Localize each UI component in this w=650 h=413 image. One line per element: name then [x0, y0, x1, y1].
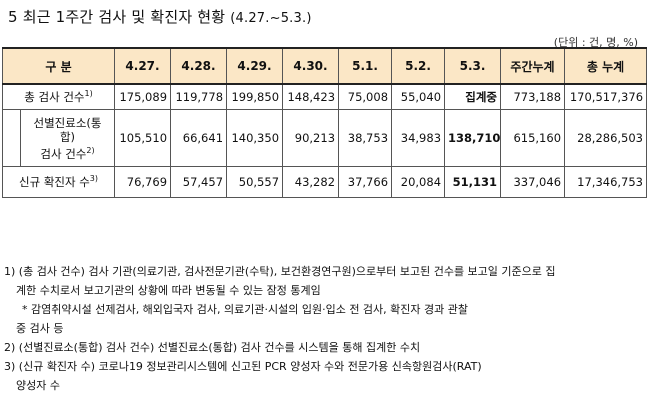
table-row: 선별진료소(통 합) 검사 건수2) 105,510 66,641 140,35…	[2, 109, 648, 167]
table-cell: 138,710	[444, 109, 502, 167]
table-cell: 55,040	[391, 83, 446, 110]
table-cell: 175,089	[114, 83, 172, 110]
table-cell: 90,213	[282, 109, 340, 167]
table-cell: 34,983	[391, 109, 446, 167]
header-col: 5.1.	[338, 47, 393, 85]
footnote-2: 2) (선별진료소(통합) 검사 건수) 선별진료소(통합) 검사 건수를 시스…	[4, 341, 421, 354]
table-cell: 119,778	[170, 83, 228, 110]
indent-cell	[2, 109, 21, 167]
table-cell: 105,510	[114, 109, 172, 167]
stats-table: 구 분 4.27. 4.28. 4.29. 4.30. 5.1. 5.2. 5.…	[1, 47, 648, 198]
table-row: 신규 확진자 수3) 76,769 57,457 50,557 43,282 3…	[1, 166, 648, 198]
table-cell: 170,517,376	[564, 83, 648, 110]
table-cell: 37,766	[338, 166, 393, 198]
title-main: 5 최근 1주간 검사 및 확진자 현황	[8, 8, 226, 26]
table-cell: 20,084	[391, 166, 446, 198]
header-row: 구 분 4.27. 4.28. 4.29. 4.30. 5.1. 5.2. 5.…	[1, 47, 648, 85]
table-cell: 38,753	[338, 109, 393, 167]
table-cell: 75,008	[338, 83, 393, 110]
header-col: 4.27.	[114, 47, 172, 85]
header-col: 5.2.	[391, 47, 446, 85]
table-cell: 140,350	[226, 109, 284, 167]
section-title: 5 최근 1주간 검사 및 확진자 현황 (4.27.~5.3.)	[8, 6, 312, 27]
table-cell: 615,160	[500, 109, 566, 167]
table-cell: 57,457	[170, 166, 228, 198]
header-col: 5.3.	[444, 47, 502, 85]
footnote-1: 1) (총 검사 건수) 검사 기관(의료기관, 검사전문기관(수탁), 보건환…	[4, 265, 556, 278]
header-col: 총 누계	[564, 47, 648, 85]
header-col: 4.29.	[226, 47, 284, 85]
footnote-3: 3) (신규 확진자 수) 코로나19 정보관리시스템에 신고된 PCR 양성자…	[4, 360, 482, 373]
table-cell: 17,346,753	[564, 166, 648, 198]
title-period: (4.27.~5.3.)	[230, 11, 312, 26]
table-cell: 28,286,503	[564, 109, 648, 167]
row-label: 총 검사 건수1)	[1, 83, 116, 110]
footnote-1-detail: * 감염취약시설 선제검사, 해외입국자 검사, 의료기관·시설의 입원·입소 …	[22, 303, 469, 316]
header-col: 4.30.	[282, 47, 340, 85]
header-category: 구 분	[1, 47, 116, 85]
table-cell: 66,641	[170, 109, 228, 167]
table-cell: 148,423	[282, 83, 340, 110]
row-label: 선별진료소(통 합) 검사 건수2)	[19, 109, 116, 167]
footnotes: 1) (총 검사 건수) 검사 기관(의료기관, 검사전문기관(수탁), 보건환…	[4, 262, 646, 395]
header-col: 4.28.	[170, 47, 228, 85]
table-cell: 773,188	[500, 83, 566, 110]
table-cell: 51,131	[444, 166, 502, 198]
unit-note: (단위 : 건, 명, %)	[553, 36, 638, 49]
table-cell: 337,046	[500, 166, 566, 198]
table-cell: 50,557	[226, 166, 284, 198]
footnote-1-detail-cont: 중 검사 등	[16, 322, 64, 335]
header-col: 주간누계	[500, 47, 566, 85]
table-row: 총 검사 건수1) 175,089 119,778 199,850 148,42…	[1, 83, 648, 110]
footnote-1-cont: 계한 수치로서 보고기관의 상황에 따라 변동될 수 있는 잠정 통계임	[16, 284, 321, 297]
table-cell: 199,850	[226, 83, 284, 110]
footnote-3-cont: 양성자 수	[16, 379, 60, 392]
table-cell: 43,282	[282, 166, 340, 198]
row-label: 신규 확진자 수3)	[1, 166, 116, 198]
table-cell: 76,769	[114, 166, 172, 198]
table-cell: 집계중	[444, 83, 502, 110]
